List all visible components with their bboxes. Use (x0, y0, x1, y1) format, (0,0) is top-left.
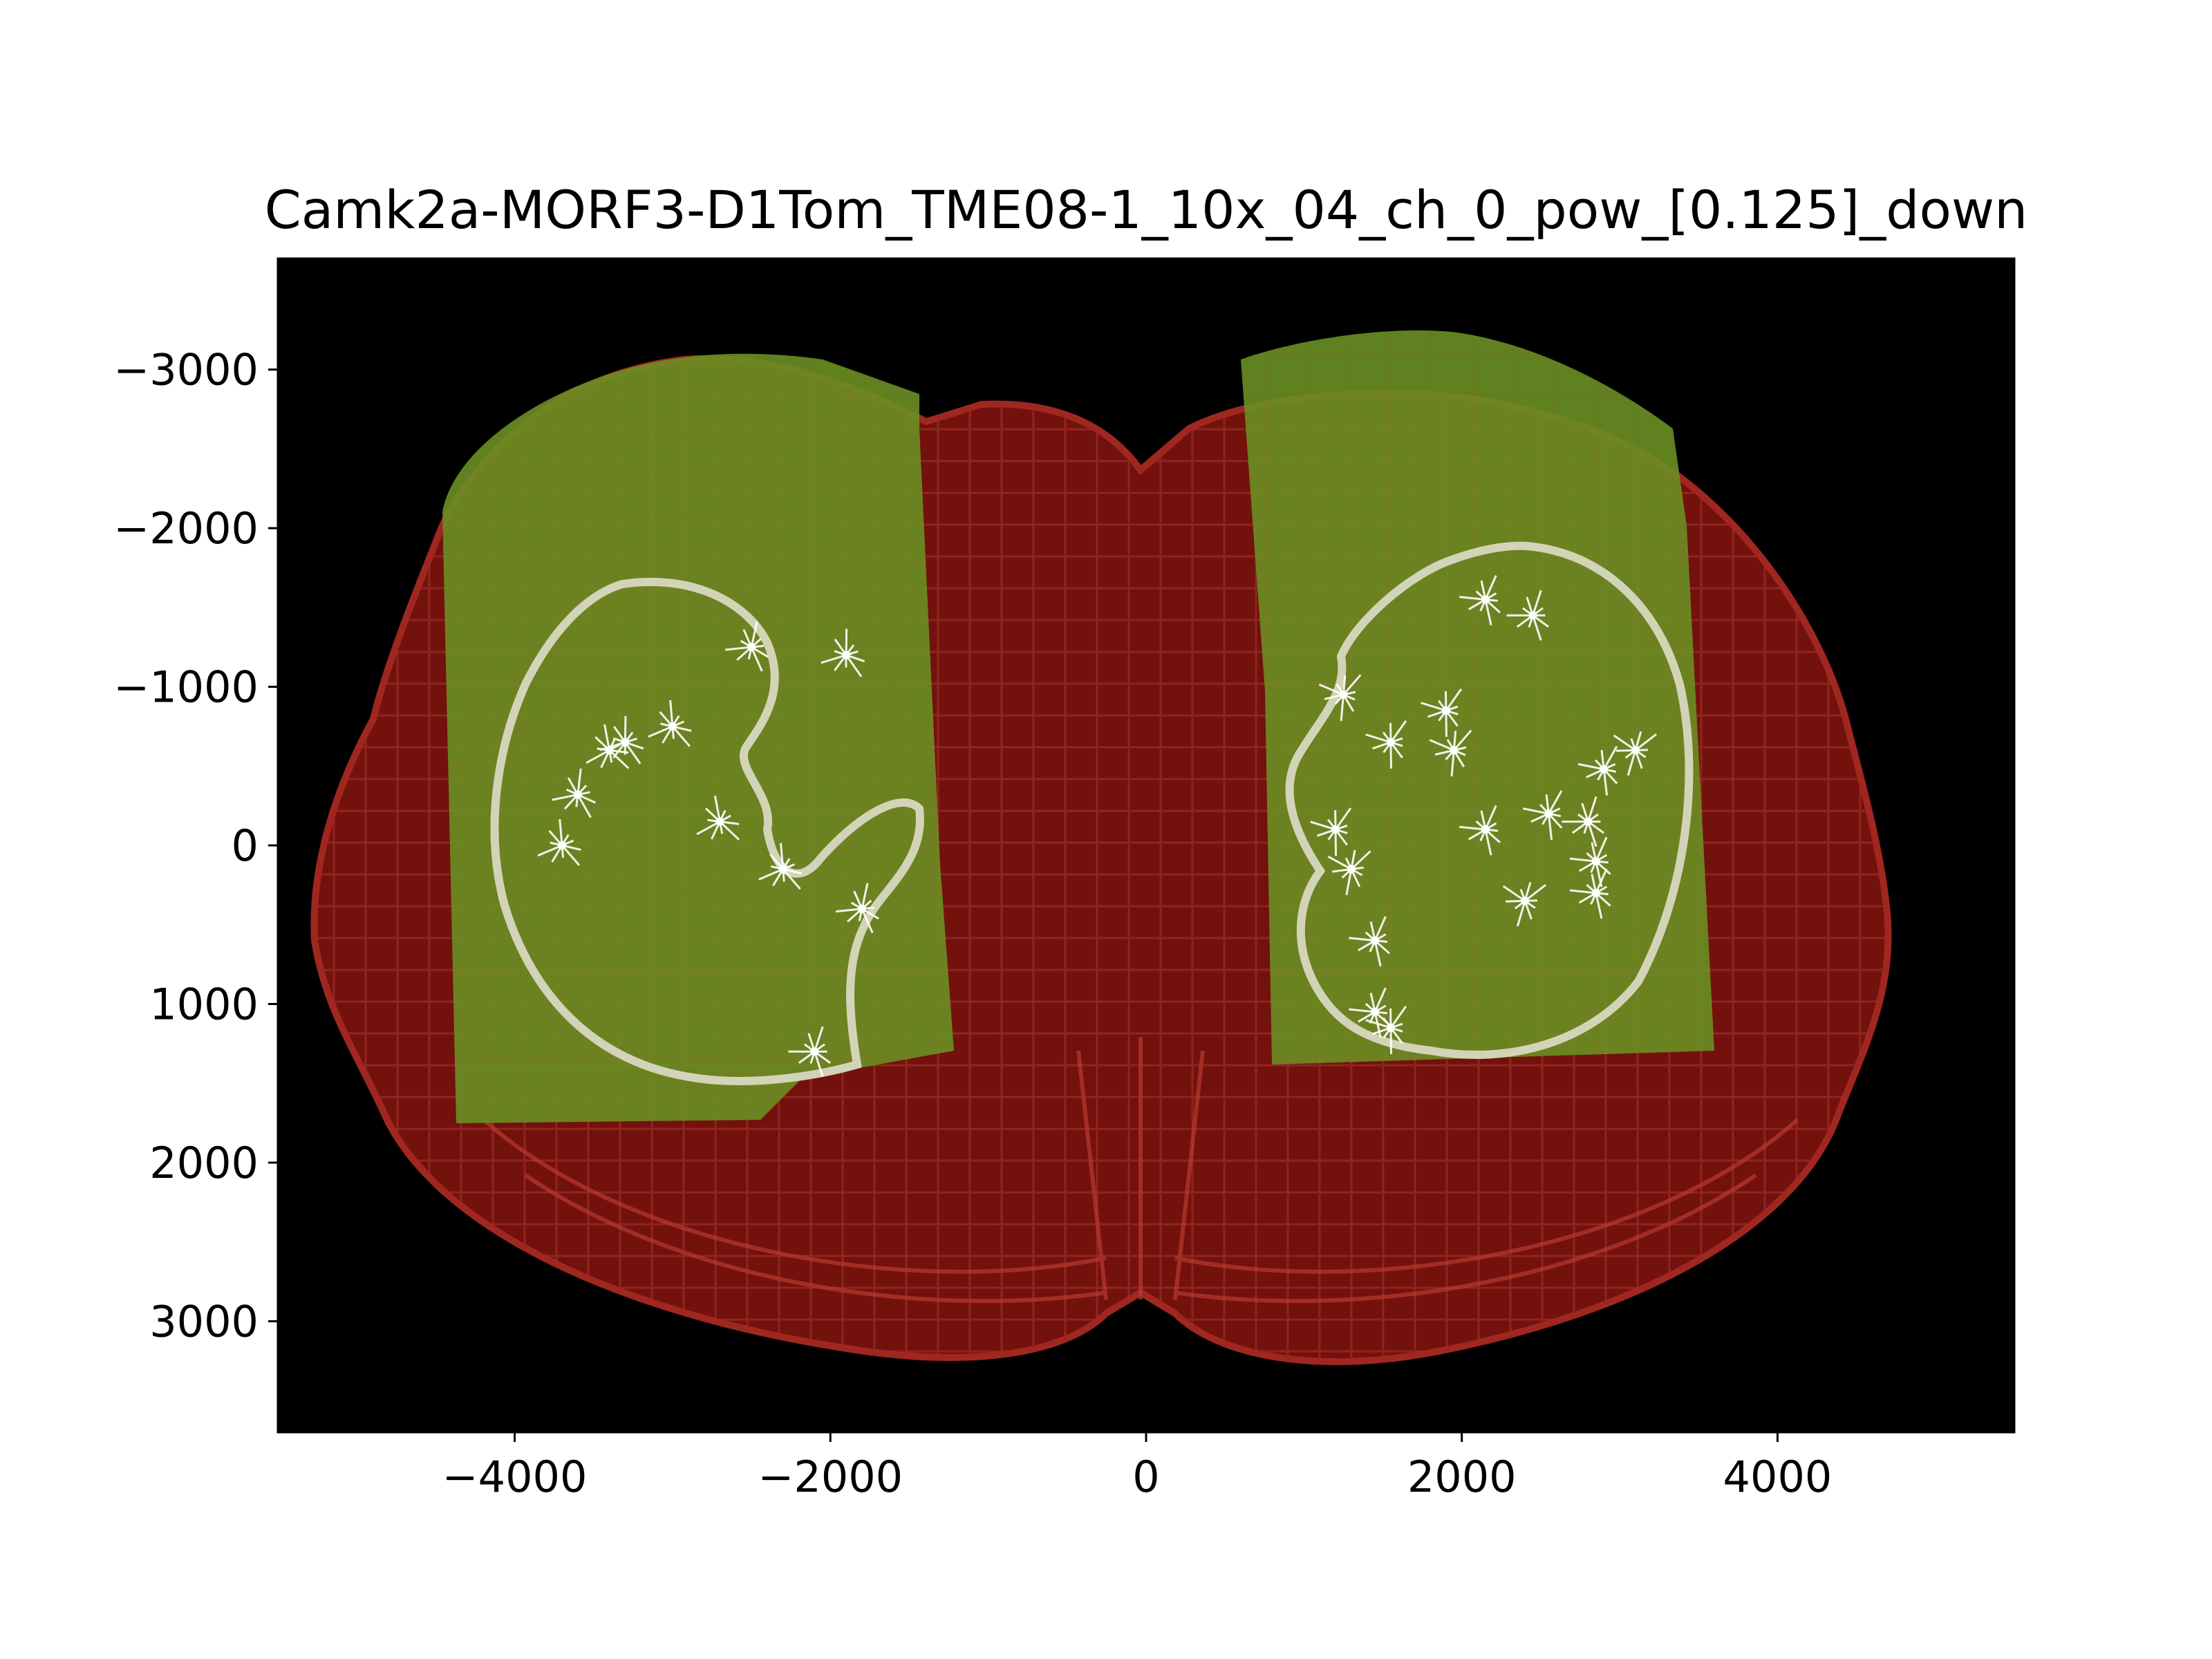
neuron-marker (788, 1026, 831, 1077)
left-region-outline (490, 577, 924, 1085)
y-tick-label: 0 (232, 821, 259, 871)
neuron-marker (1522, 790, 1563, 841)
neuron-marker (1365, 1005, 1407, 1054)
x-tick-label: −4000 (442, 1452, 588, 1502)
left-hemisphere-tissue (442, 353, 954, 1123)
neuron-marker (1502, 882, 1547, 927)
neuron-marker (1421, 688, 1463, 737)
neuron-marker (1429, 729, 1472, 777)
neuron-marker (552, 768, 596, 818)
neuron-marker (1613, 731, 1657, 776)
y-tick-label: 2000 (149, 1138, 259, 1188)
neuron-marker (835, 883, 879, 934)
neuron-marker (1562, 796, 1604, 847)
x-axis: −4000 −2000 0 2000 4000 (442, 1432, 1833, 1502)
x-tick-label: 0 (1132, 1452, 1159, 1502)
neuron-marker (1577, 746, 1618, 796)
neuron-marker (599, 715, 644, 765)
x-tick-label: −2000 (758, 1452, 903, 1502)
neuron-marker (1459, 805, 1501, 856)
neuron-marker (1506, 590, 1550, 641)
neuron-marker (696, 795, 740, 841)
plot-title: Camk2a-MORF3-D1Tom_TME08-1_10x_04_ch_0_p… (265, 179, 2028, 241)
neuron-marker (1365, 720, 1407, 769)
x-tick-label: 4000 (1723, 1452, 1833, 1502)
neuron-marker (821, 628, 865, 677)
y-tick-label: −2000 (113, 503, 259, 554)
x-tick-label: 2000 (1407, 1452, 1517, 1502)
atlas-lower-arcs (482, 1037, 1799, 1304)
neuron-marker (1459, 574, 1501, 626)
neuron-marker (648, 700, 692, 747)
y-tick-label: −3000 (113, 345, 259, 395)
right-hemisphere-tissue (1241, 330, 1714, 1065)
neuron-marker (725, 621, 769, 672)
image-axes: −4000 −2000 0 2000 4000 −3000 −2000 −1000 0 1000… (113, 257, 2016, 1502)
neuron-marker (1310, 807, 1352, 856)
neuron-marker (1318, 674, 1362, 722)
neuron-marker (537, 819, 581, 866)
neuron-marker (1349, 916, 1391, 967)
y-tick-label: −1000 (113, 662, 259, 713)
neuron-marker (1327, 850, 1371, 896)
y-axis: −3000 −2000 −1000 0 1000 2000 3000 (113, 345, 278, 1347)
y-tick-label: 3000 (149, 1296, 259, 1347)
y-tick-label: 1000 (149, 979, 259, 1029)
right-region-outline (1285, 541, 1694, 1059)
neuron-marker (1569, 868, 1611, 919)
neuron-markers (537, 574, 1657, 1077)
neuron-marker (758, 843, 803, 890)
